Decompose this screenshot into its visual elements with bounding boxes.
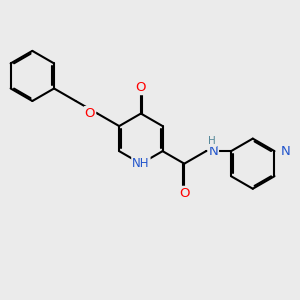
Text: H: H (208, 136, 216, 146)
Text: O: O (85, 107, 95, 120)
Text: O: O (136, 81, 146, 94)
Text: N: N (280, 145, 290, 158)
Text: N: N (208, 145, 218, 158)
Text: NH: NH (132, 157, 150, 170)
Text: O: O (179, 187, 190, 200)
